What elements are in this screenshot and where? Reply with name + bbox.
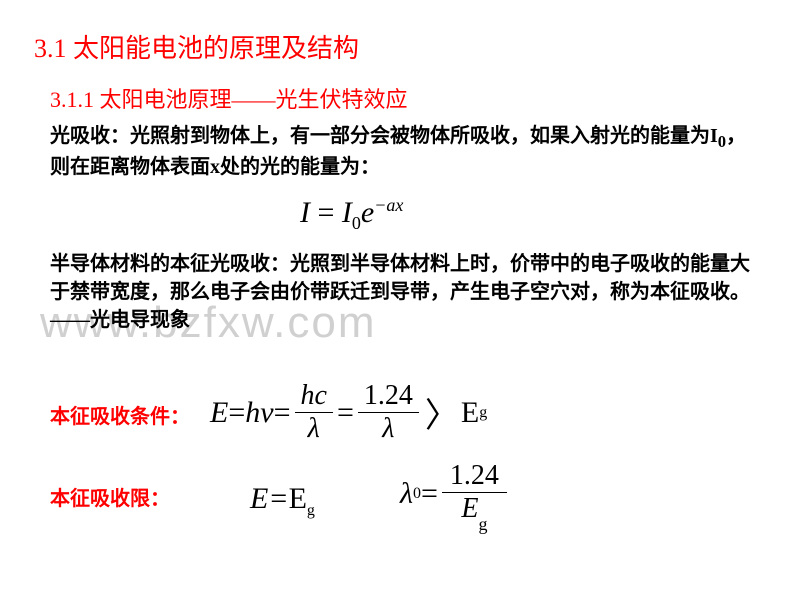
f2-eq3: =	[337, 396, 354, 430]
f3-Eg-E: E	[289, 482, 307, 515]
f2-Eg-E: E	[461, 396, 479, 430]
para1-sub: 0	[718, 132, 726, 151]
paragraph-intrinsic-absorption: 半导体材料的本征光吸收：光照到半导体材料上时，价带中的电子吸收的能量大于禁带宽度…	[50, 250, 750, 334]
f2-frac2: 1.24 λ	[358, 380, 419, 445]
f1-I: I	[300, 196, 310, 229]
f1-exp: −ax	[374, 195, 403, 215]
section-title: 3.1 太阳能电池的原理及结构	[34, 28, 359, 65]
formula-lambda0: λ0 = 1.24 Eg	[400, 460, 511, 529]
f3-Eg-g: g	[307, 502, 315, 519]
para2-prefix: 半导体材料的本征光吸收：	[50, 253, 290, 275]
f4-den: Eg	[453, 493, 495, 529]
para1-body: 光照射到物体上，有一部分会被物体所吸收，如果入射光的能量为I	[130, 125, 718, 147]
f2-Eg-g: g	[479, 404, 487, 422]
label-absorption-condition: 本征吸收条件：	[50, 400, 190, 429]
f2-eq1: =	[228, 396, 245, 430]
f1-sub0: 0	[352, 213, 361, 233]
f2-h: h	[245, 396, 260, 430]
formula-absorption-condition: E = hν = hc λ = 1.24 λ 〉 Eg	[210, 380, 487, 445]
f2-num2: 1.24	[358, 380, 419, 413]
f1-I0: I	[342, 196, 352, 229]
paragraph-light-absorption: 光吸收：光照射到物体上，有一部分会被物体所吸收，如果入射光的能量为I0，则在距离…	[50, 122, 750, 181]
f2-angle: 〉	[425, 388, 459, 437]
subsection-title: 3.1.1 太阳电池原理——光生伏特效应	[50, 82, 408, 114]
f3-eq: =	[268, 482, 288, 515]
f4-sub0: 0	[413, 485, 421, 503]
formula-e-equals-eg: E=Eg	[250, 482, 315, 520]
formula-intensity: I = I0e−ax	[300, 195, 403, 234]
f3-E: E	[250, 482, 268, 515]
f2-den1: λ	[302, 413, 326, 445]
f4-frac: 1.24 Eg	[442, 460, 507, 529]
f2-frac1: hc λ	[295, 380, 333, 445]
f4-num: 1.24	[442, 460, 507, 493]
f4-lambda: λ	[400, 477, 413, 511]
f2-den2: λ	[376, 413, 400, 445]
label-absorption-limit: 本征吸收限：	[50, 482, 170, 511]
f2-num1: hc	[295, 380, 333, 413]
para2-tail: ——光电导现象	[50, 309, 190, 331]
f2-nu: ν	[260, 396, 273, 430]
f4-eq: =	[421, 477, 438, 511]
f1-eq: =	[310, 196, 342, 229]
f2-E: E	[210, 396, 228, 430]
f1-e: e	[361, 196, 374, 229]
f2-eq2: =	[274, 396, 291, 430]
para1-prefix: 光吸收：	[50, 125, 130, 147]
